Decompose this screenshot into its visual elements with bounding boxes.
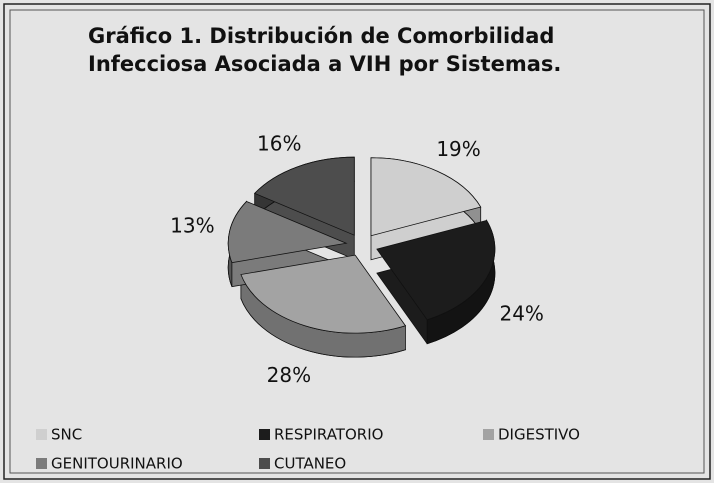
data-label: 19% <box>436 137 480 161</box>
legend-label: SNC <box>51 426 82 444</box>
legend-swatch <box>36 458 47 469</box>
legend-swatch <box>36 429 47 440</box>
slice-side-shade <box>427 220 495 344</box>
slice <box>227 200 348 264</box>
data-label: 28% <box>267 363 311 387</box>
slice-side-shade <box>240 274 406 358</box>
inner-frame <box>9 9 705 474</box>
legend-label: GENITOURINARIO <box>51 455 183 473</box>
slice <box>240 254 407 334</box>
data-label: 13% <box>170 214 214 238</box>
legend-swatch <box>259 429 270 440</box>
legend-label: RESPIRATORIO <box>274 426 383 444</box>
legend-swatch <box>259 458 270 469</box>
frame <box>3 3 711 480</box>
legend-swatch <box>483 429 494 440</box>
chart-title: Gráfico 1. Distribución de Comorbilidad … <box>88 24 562 76</box>
slice <box>253 156 355 236</box>
slice <box>376 219 496 321</box>
data-label: 24% <box>499 302 543 326</box>
slice <box>370 157 482 237</box>
legend-label: CUTANEO <box>274 455 346 473</box>
data-label: 16% <box>257 131 301 155</box>
legend-label: DIGESTIVO <box>498 426 580 444</box>
